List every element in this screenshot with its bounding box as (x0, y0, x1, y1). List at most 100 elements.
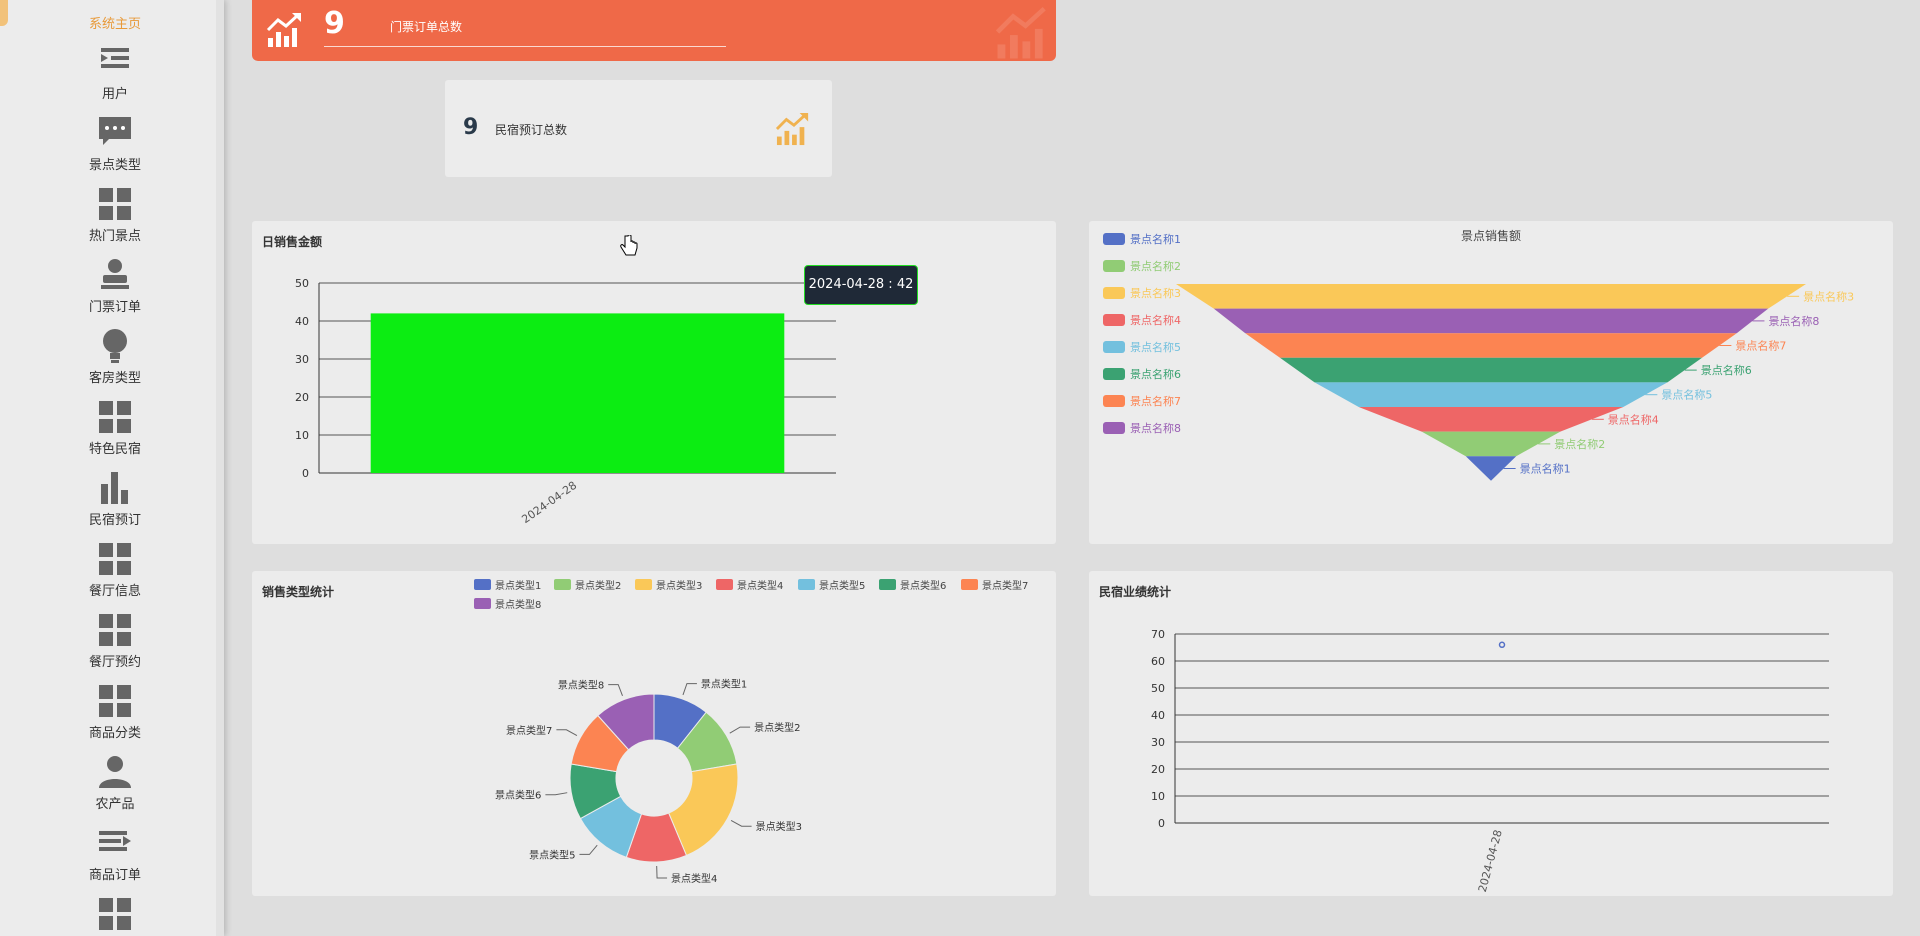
daily-sales-title: 日销售金额 (262, 235, 323, 249)
y-tick-label: 20 (295, 391, 309, 404)
scatter-point (1498, 641, 1506, 649)
sidebar-item-6[interactable]: 特色民宿 (40, 399, 190, 469)
sidebar-item-11[interactable]: 农产品 (40, 754, 190, 824)
y-tick-label: 20 (1151, 763, 1165, 776)
homestay-bookings-value: 9 (463, 115, 479, 140)
pie-label: 景点类型3 (756, 820, 802, 833)
y-tick-label: 50 (295, 277, 309, 290)
sidebar-item-3[interactable]: 热门景点 (40, 186, 190, 256)
sidebar-item-7[interactable]: 民宿预订 (40, 470, 190, 540)
home-icon (97, 0, 133, 10)
sidebar-item-4[interactable]: 门票订单 (40, 257, 190, 327)
ticket-orders-value: 9 (324, 6, 345, 41)
label-line (556, 729, 578, 736)
sidebar-item-label: 餐厅预约 (88, 655, 141, 670)
spot-sales-panel: 景点销售额 景点名称1 景点名称2 景点名称3 景点名称4 景点名称5 景点名称6 景点名称7… (1089, 221, 1893, 544)
legend-label: 景点类型6 (900, 579, 946, 592)
spot-sales-chart: 景点销售额景点名称1景点名称2景点名称3景点名称4景点名称5景点名称6景点名称7… (1103, 228, 1854, 481)
x-tick-label: 2024-04-28 (519, 479, 579, 526)
pie-label: 景点类型5 (529, 848, 575, 861)
sidebar-item-label: 商品分类 (88, 726, 141, 741)
sidebar-item-label: 景点类型 (88, 158, 141, 173)
legend-swatch (1103, 233, 1125, 245)
chart-title: 景点销售额 (1461, 228, 1521, 243)
pie-label: 景点类型8 (558, 679, 604, 692)
bar (370, 313, 785, 473)
funnel-segment (1421, 431, 1561, 457)
bar-chart-icon (101, 472, 128, 504)
sidebar-item-label: 客房类型 (88, 371, 141, 386)
sidebar-item-label: 餐厅信息 (88, 584, 141, 599)
sidebar-item-label: 门票订单 (88, 300, 141, 315)
pie-label: 景点类型6 (495, 789, 541, 802)
funnel-label: 景点名称3 (1803, 289, 1854, 303)
grid-icon (99, 614, 131, 646)
legend-swatch (1103, 287, 1125, 299)
legend-label: 景点名称3 (1130, 286, 1181, 300)
sidebar-item-8[interactable]: 餐厅信息 (40, 541, 190, 611)
divider (324, 46, 726, 47)
legend-swatch (1103, 341, 1125, 353)
sidebar-item-1[interactable]: 用户 (40, 44, 190, 114)
sidebar-item-13[interactable] (40, 896, 190, 936)
legend-swatch (1103, 260, 1125, 272)
label-line (545, 792, 568, 796)
homestay-bookings-card: 9 民宿预订总数 (445, 80, 832, 177)
y-tick-label: 30 (295, 353, 309, 366)
homestay-perf-chart: 0 10 20 30 40 50 60 70 2024-04-28 (1151, 628, 1829, 894)
list-indent-icon (101, 48, 129, 68)
funnel-segment (1279, 357, 1703, 383)
legend-swatch (474, 598, 491, 609)
y-tick-label: 0 (1158, 817, 1165, 830)
trend-chart-icon (266, 13, 301, 47)
legend-swatch (716, 579, 733, 590)
grid-icon (99, 685, 131, 717)
legend-label: 景点类型3 (656, 579, 702, 592)
pie-label: 景点类型4 (671, 872, 717, 885)
legend-swatch (798, 579, 815, 590)
label-line (656, 865, 668, 879)
legend-label: 景点名称7 (1130, 394, 1181, 408)
legend-label: 景点名称5 (1130, 340, 1181, 354)
sidebar-scrollbar[interactable] (216, 0, 224, 936)
person-icon (101, 259, 129, 289)
x-tick-label: 2024-04-28 (1476, 828, 1505, 893)
homestay-bookings-label: 民宿预订总数 (495, 123, 568, 137)
sidebar-item-10[interactable]: 商品分类 (40, 683, 190, 753)
legend-label: 景点类型1 (495, 579, 541, 592)
sidebar-item-12[interactable]: 商品订单 (40, 825, 190, 895)
active-indicator (0, 0, 8, 26)
legend-label: 景点名称4 (1130, 313, 1181, 327)
sidebar-item-label: 用户 (101, 87, 128, 102)
label-line (730, 820, 752, 827)
label-line (608, 684, 623, 697)
legend-label: 景点类型8 (495, 598, 541, 611)
funnel-label: 景点名称4 (1608, 412, 1659, 426)
user-icon (99, 756, 131, 788)
legend-swatch (961, 579, 978, 590)
hand-cursor-icon (620, 235, 638, 256)
funnel-segment (1358, 407, 1624, 432)
sidebar-item-label: 系统主页 (88, 17, 141, 32)
sidebar-item-label: 农产品 (95, 797, 135, 812)
funnel-segment (1176, 284, 1806, 309)
legend-swatch (1103, 314, 1125, 326)
y-tick-label: 30 (1151, 736, 1165, 749)
trend-chart-watermark-icon (995, 6, 1046, 59)
y-tick-label: 0 (302, 467, 309, 480)
legend-label: 景点类型2 (575, 579, 621, 592)
legend-swatch (1103, 395, 1125, 407)
ticket-orders-label: 门票订单总数 (390, 20, 463, 34)
y-tick-label: 60 (1151, 655, 1165, 668)
sidebar-item-label: 商品订单 (88, 868, 141, 883)
y-tick-label: 70 (1151, 628, 1165, 641)
sidebar-item-5[interactable]: 客房类型 (40, 328, 190, 398)
y-tick-label: 40 (295, 315, 309, 328)
sidebar-item-9[interactable]: 餐厅预约 (40, 612, 190, 682)
chart-tooltip: 2024-04-28 : 42 (804, 265, 918, 305)
pie-label: 景点类型7 (506, 724, 552, 737)
grid-icon (99, 543, 131, 575)
funnel-label: 景点名称8 (1768, 314, 1819, 328)
sidebar-item-2[interactable]: 景点类型 (40, 115, 190, 185)
sidebar-item-0[interactable]: 系统主页 (40, 0, 190, 44)
